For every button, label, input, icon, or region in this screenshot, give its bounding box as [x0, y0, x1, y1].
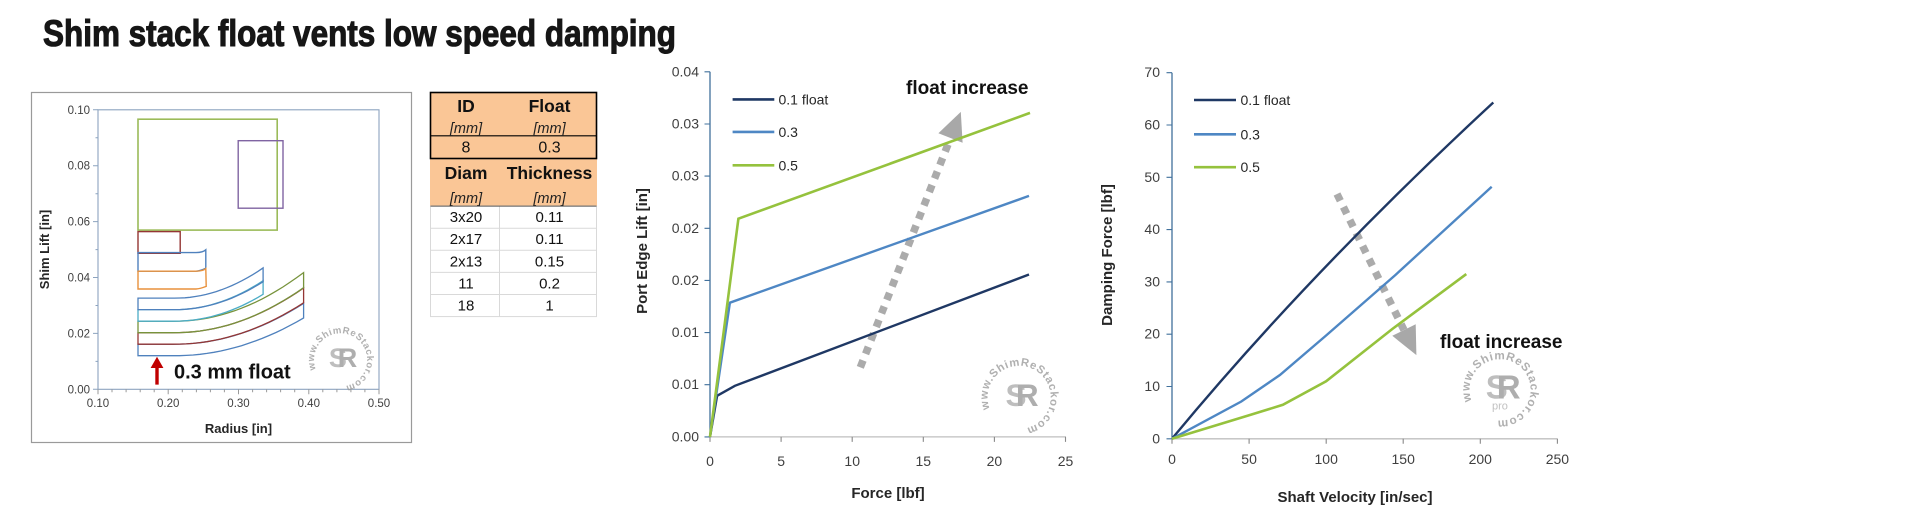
svg-text:S: S — [329, 343, 347, 373]
svg-text:0.02: 0.02 — [672, 220, 699, 236]
svg-text:Force [lbf]: Force [lbf] — [851, 485, 924, 502]
svg-text:0: 0 — [1152, 430, 1160, 446]
svg-text:1: 1 — [545, 298, 553, 315]
svg-text:50: 50 — [1144, 169, 1160, 185]
svg-text:60: 60 — [1144, 117, 1160, 133]
svg-text:200: 200 — [1469, 451, 1493, 467]
svg-text:R: R — [1497, 369, 1521, 406]
svg-text:0.00: 0.00 — [68, 384, 90, 396]
svg-text:[mm]: [mm] — [532, 191, 566, 207]
svg-text:float increase: float increase — [1440, 332, 1563, 353]
svg-text:Diam: Diam — [445, 163, 488, 183]
svg-text:0.04: 0.04 — [68, 273, 91, 285]
svg-text:ID: ID — [457, 96, 475, 116]
svg-text:0.10: 0.10 — [68, 105, 90, 117]
svg-text:0.01: 0.01 — [672, 376, 699, 392]
svg-text:0.06: 0.06 — [68, 217, 90, 229]
svg-text:Shim stack float vents low spe: Shim stack float vents low speed damping — [43, 13, 676, 54]
svg-text:0.3: 0.3 — [1241, 126, 1261, 142]
svg-text:0.2: 0.2 — [539, 275, 560, 292]
svg-text:[mm]: [mm] — [532, 121, 566, 137]
svg-text:0.40: 0.40 — [298, 398, 320, 410]
svg-text:0: 0 — [1168, 451, 1176, 467]
svg-text:R: R — [338, 343, 358, 373]
svg-text:30: 30 — [1144, 273, 1160, 289]
svg-text:pro: pro — [1492, 401, 1508, 413]
svg-text:10: 10 — [844, 453, 860, 469]
svg-text:70: 70 — [1144, 64, 1160, 80]
svg-text:0.3 mm float: 0.3 mm float — [174, 362, 291, 384]
svg-text:40: 40 — [1144, 221, 1160, 237]
svg-text:Radius [in]: Radius [in] — [205, 421, 272, 436]
svg-text:50: 50 — [1241, 451, 1257, 467]
svg-text:Shim Lift [in]: Shim Lift [in] — [37, 210, 52, 289]
svg-text:0.50: 0.50 — [368, 398, 390, 410]
svg-text:0.15: 0.15 — [535, 253, 564, 270]
svg-text:0.03: 0.03 — [672, 116, 699, 132]
svg-text:0.5: 0.5 — [779, 157, 799, 173]
svg-text:0: 0 — [706, 453, 714, 469]
svg-text:2x17: 2x17 — [450, 231, 483, 248]
svg-text:[mm]: [mm] — [449, 191, 483, 207]
svg-text:10: 10 — [1144, 378, 1160, 394]
svg-text:0.3: 0.3 — [538, 140, 560, 157]
svg-text:0.1 float: 0.1 float — [1241, 92, 1291, 108]
svg-text:15: 15 — [916, 453, 932, 469]
svg-text:Thickness: Thickness — [507, 163, 593, 183]
svg-text:0.00: 0.00 — [672, 428, 699, 444]
svg-text:20: 20 — [1144, 326, 1160, 342]
svg-text:0.11: 0.11 — [535, 231, 563, 248]
svg-text:100: 100 — [1315, 451, 1339, 467]
svg-text:150: 150 — [1392, 451, 1416, 467]
svg-text:0.04: 0.04 — [672, 63, 699, 79]
svg-text:250: 250 — [1546, 451, 1570, 467]
svg-text:Float: Float — [529, 96, 571, 116]
svg-text:float increase: float increase — [906, 78, 1029, 99]
svg-text:0.03: 0.03 — [672, 168, 699, 184]
svg-text:S: S — [1006, 377, 1027, 413]
svg-text:0.5: 0.5 — [1241, 159, 1261, 175]
svg-text:0.01: 0.01 — [672, 324, 699, 340]
svg-text:20: 20 — [987, 453, 1003, 469]
svg-text:Shaft Velocity [in/sec]: Shaft Velocity [in/sec] — [1277, 489, 1432, 506]
svg-text:11: 11 — [458, 275, 474, 292]
svg-text:25: 25 — [1058, 453, 1074, 469]
svg-text:0.1 float: 0.1 float — [779, 91, 829, 107]
svg-text:0.02: 0.02 — [68, 328, 90, 340]
svg-text:Port Edge Lift [in]: Port Edge Lift [in] — [634, 188, 651, 314]
svg-text:5: 5 — [777, 453, 785, 469]
svg-text:0.20: 0.20 — [157, 398, 179, 410]
svg-text:0.11: 0.11 — [535, 209, 563, 226]
svg-text:8: 8 — [462, 140, 471, 157]
svg-text:0.02: 0.02 — [672, 272, 699, 288]
svg-text:S: S — [1486, 369, 1508, 406]
svg-text:[mm]: [mm] — [449, 121, 483, 137]
svg-text:Damping Force [lbf]: Damping Force [lbf] — [1099, 184, 1116, 326]
svg-text:0.30: 0.30 — [227, 398, 249, 410]
svg-text:0.08: 0.08 — [68, 161, 90, 173]
svg-text:R: R — [1016, 377, 1039, 413]
svg-text:2x13: 2x13 — [450, 253, 483, 270]
svg-text:0.3: 0.3 — [779, 124, 799, 140]
svg-text:3x20: 3x20 — [450, 209, 483, 226]
svg-text:0.10: 0.10 — [87, 398, 109, 410]
svg-text:18: 18 — [458, 298, 475, 315]
